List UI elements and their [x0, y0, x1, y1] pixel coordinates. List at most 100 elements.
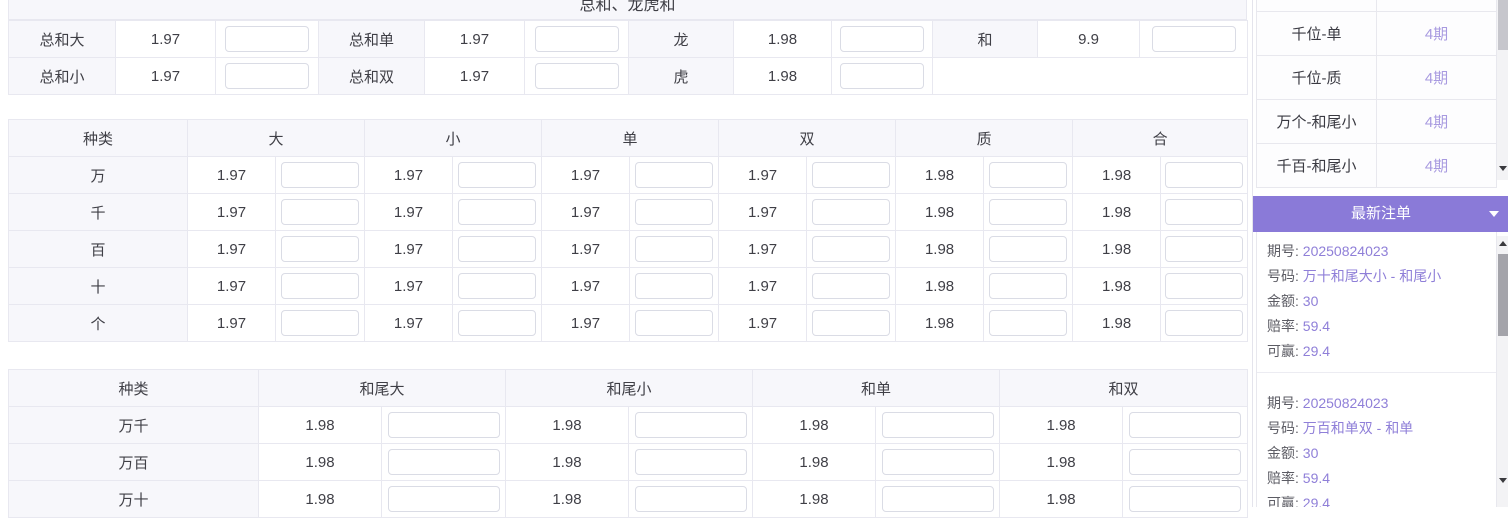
order-issue: 20250824023 [1302, 243, 1389, 259]
bet-amount-input[interactable] [458, 273, 537, 299]
column-header: 双 [718, 119, 897, 157]
bet-amount-input[interactable] [458, 162, 537, 188]
table-row: 总和小 1.97 总和双 1.97 虎 1.98 [8, 57, 1248, 95]
bet-amount-input[interactable] [458, 236, 537, 262]
odds-value: 1.98 [999, 406, 1124, 444]
bet-amount-input[interactable] [1165, 236, 1244, 262]
bet-amount-input[interactable] [281, 273, 359, 299]
odds-value: 1.97 [364, 193, 454, 231]
odds-value: 1.97 [424, 57, 525, 95]
trend-row[interactable]: 千百-和尾小 4期 [1257, 144, 1496, 188]
empty-cell [932, 57, 1248, 95]
column-header: 种类 [8, 119, 188, 157]
bet-amount-input[interactable] [1129, 486, 1242, 512]
bet-amount-input[interactable] [1165, 310, 1244, 336]
odds-value: 1.97 [718, 156, 808, 194]
order-odds: 59.4 [1302, 470, 1331, 486]
bet-amount-input[interactable] [458, 199, 537, 225]
bet-amount-input[interactable] [634, 486, 747, 512]
odds-value: 1.98 [733, 57, 832, 95]
bet-amount-input[interactable] [225, 26, 309, 52]
row-label: 万千 [8, 406, 259, 444]
trend-row[interactable]: 千位-质 4期 [1257, 56, 1496, 100]
chevron-down-icon[interactable] [1489, 211, 1499, 217]
trend-periods: 4期 [1424, 70, 1449, 87]
bet-type-label: 总和单 [318, 20, 425, 58]
bet-amount-input[interactable] [812, 310, 891, 336]
bet-amount-input[interactable] [989, 273, 1068, 299]
bet-amount-input[interactable] [989, 199, 1068, 225]
bet-amount-input[interactable] [840, 26, 924, 52]
bet-amount-input[interactable] [458, 310, 537, 336]
trend-row[interactable]: 千位-单 4期 [1257, 12, 1496, 56]
order-number: 万百和单双 - 和单 [1302, 420, 1414, 436]
order-odds: 59.4 [1302, 318, 1331, 334]
order-field-label: 期号: [1267, 243, 1299, 259]
bet-amount-input[interactable] [1165, 273, 1244, 299]
scroll-down-icon[interactable] [1499, 478, 1507, 483]
bet-amount-input[interactable] [840, 63, 924, 89]
bet-amount-input[interactable] [812, 162, 891, 188]
bet-amount-input[interactable] [881, 449, 994, 475]
odds-value: 1.97 [115, 20, 216, 58]
odds-value: 1.97 [364, 156, 454, 194]
trend-scrollbar[interactable] [1497, 0, 1508, 180]
bet-amount-input[interactable] [281, 162, 359, 188]
scrollbar-thumb[interactable] [1498, 254, 1508, 336]
bet-amount-input[interactable] [281, 236, 359, 262]
scroll-down-icon[interactable] [1499, 166, 1507, 171]
odds-value: 1.98 [1072, 193, 1162, 231]
section-title-sum-dragon-tiger: 总和、龙虎和 [8, 0, 1247, 20]
bet-amount-input[interactable] [281, 310, 359, 336]
bet-amount-input[interactable] [281, 199, 359, 225]
bet-amount-input[interactable] [534, 63, 619, 89]
bet-amount-input[interactable] [387, 449, 500, 475]
row-label: 个 [8, 304, 188, 342]
bet-amount-input[interactable] [881, 486, 994, 512]
order-entry: 期号: 20250824023 号码: 万十和尾大小 - 和尾小 金额: 30 … [1257, 232, 1496, 373]
bet-amount-input[interactable] [812, 236, 891, 262]
trend-label: 总和-双 [1257, 0, 1377, 11]
bet-amount-input[interactable] [881, 412, 994, 438]
bet-amount-input[interactable] [1129, 412, 1242, 438]
bet-amount-input[interactable] [635, 310, 714, 336]
bet-amount-input[interactable] [1129, 449, 1242, 475]
bet-amount-input[interactable] [635, 162, 714, 188]
order-amount: 30 [1302, 445, 1319, 461]
trend-row-partial[interactable]: 总和-双 3期 [1257, 0, 1496, 12]
table-row: 十 1.97 1.97 1.97 1.97 1.98 1.98 [8, 267, 1249, 305]
odds-value: 1.98 [505, 480, 630, 518]
odds-value: 1.97 [718, 304, 808, 342]
bet-amount-input[interactable] [1165, 162, 1244, 188]
odds-value: 1.98 [258, 406, 382, 444]
order-entry: 期号: 20250824023 号码: 万百和单双 - 和单 金额: 30 赔率… [1257, 384, 1496, 507]
table-row: 万 1.97 1.97 1.97 1.97 1.98 1.98 [8, 156, 1249, 194]
bet-amount-input[interactable] [635, 273, 714, 299]
bet-amount-input[interactable] [387, 486, 500, 512]
bet-amount-input[interactable] [635, 236, 714, 262]
bet-amount-input[interactable] [634, 412, 747, 438]
trend-label: 千百-和尾小 [1257, 144, 1377, 187]
scroll-up-icon[interactable] [1499, 241, 1507, 246]
bet-amount-input[interactable] [1151, 26, 1236, 52]
trend-row[interactable]: 万个-和尾小 4期 [1257, 100, 1496, 144]
odds-value: 1.98 [752, 406, 877, 444]
order-field-label: 赔率: [1267, 470, 1299, 486]
orders-scrollbar[interactable] [1497, 236, 1508, 507]
bet-amount-input[interactable] [812, 199, 891, 225]
bet-amount-input[interactable] [989, 310, 1068, 336]
bet-amount-input[interactable] [635, 199, 714, 225]
row-label: 万 [8, 156, 188, 194]
bet-amount-input[interactable] [387, 412, 500, 438]
table-header-row: 种类 大 小 单 双 质 合 [8, 119, 1249, 157]
odds-value: 1.98 [895, 304, 985, 342]
bet-amount-input[interactable] [634, 449, 747, 475]
bet-amount-input[interactable] [1165, 199, 1244, 225]
odds-value: 1.98 [1072, 304, 1162, 342]
bet-amount-input[interactable] [989, 162, 1068, 188]
bet-amount-input[interactable] [225, 63, 309, 89]
bet-amount-input[interactable] [989, 236, 1068, 262]
bet-amount-input[interactable] [534, 26, 619, 52]
bet-amount-input[interactable] [812, 273, 891, 299]
scrollbar-thumb[interactable] [1498, 0, 1508, 50]
